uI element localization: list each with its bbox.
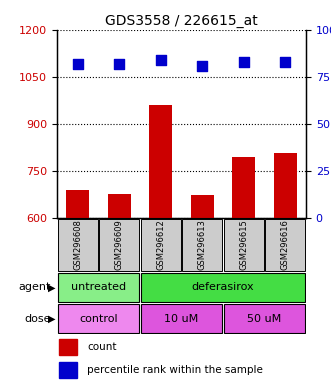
Bar <box>58 218 98 271</box>
Point <box>241 59 246 65</box>
Text: dose: dose <box>24 313 50 323</box>
Text: agent: agent <box>18 283 50 293</box>
Point <box>117 61 122 67</box>
Point <box>158 57 164 63</box>
Title: GDS3558 / 226615_at: GDS3558 / 226615_at <box>105 13 258 28</box>
Text: untreated: untreated <box>71 283 126 293</box>
Bar <box>141 273 305 302</box>
Text: GSM296612: GSM296612 <box>156 220 165 270</box>
Text: count: count <box>87 342 117 352</box>
Bar <box>141 218 181 271</box>
Text: GSM296608: GSM296608 <box>73 220 82 270</box>
Text: GSM296613: GSM296613 <box>198 220 207 270</box>
Text: control: control <box>79 313 118 323</box>
Text: ▶: ▶ <box>48 313 55 323</box>
Point <box>200 63 205 69</box>
Text: GSM296616: GSM296616 <box>281 220 290 270</box>
Bar <box>265 218 305 271</box>
Bar <box>108 194 131 218</box>
Bar <box>149 105 172 218</box>
Text: percentile rank within the sample: percentile rank within the sample <box>87 365 263 375</box>
Point <box>283 59 288 65</box>
Bar <box>60 339 77 355</box>
Text: ▶: ▶ <box>48 283 55 293</box>
Text: GSM296615: GSM296615 <box>239 220 248 270</box>
Bar <box>224 304 305 333</box>
Bar <box>141 304 222 333</box>
Point <box>75 61 80 67</box>
Bar <box>274 153 297 218</box>
Bar <box>58 273 139 302</box>
Text: 50 uM: 50 uM <box>247 313 282 323</box>
Bar <box>224 218 264 271</box>
Text: deferasirox: deferasirox <box>192 283 254 293</box>
Bar <box>66 190 89 218</box>
Bar <box>99 218 139 271</box>
Bar <box>60 362 77 378</box>
Text: 10 uM: 10 uM <box>165 313 199 323</box>
Bar <box>182 218 222 271</box>
Bar <box>191 195 214 218</box>
Bar <box>58 304 139 333</box>
Bar <box>232 157 255 218</box>
Text: GSM296609: GSM296609 <box>115 220 124 270</box>
